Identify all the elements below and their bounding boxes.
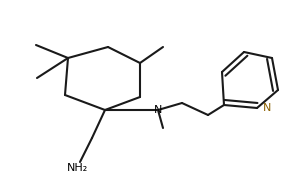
Text: NH₂: NH₂ [67, 163, 88, 173]
Text: N: N [154, 105, 162, 115]
Text: N: N [263, 103, 271, 113]
